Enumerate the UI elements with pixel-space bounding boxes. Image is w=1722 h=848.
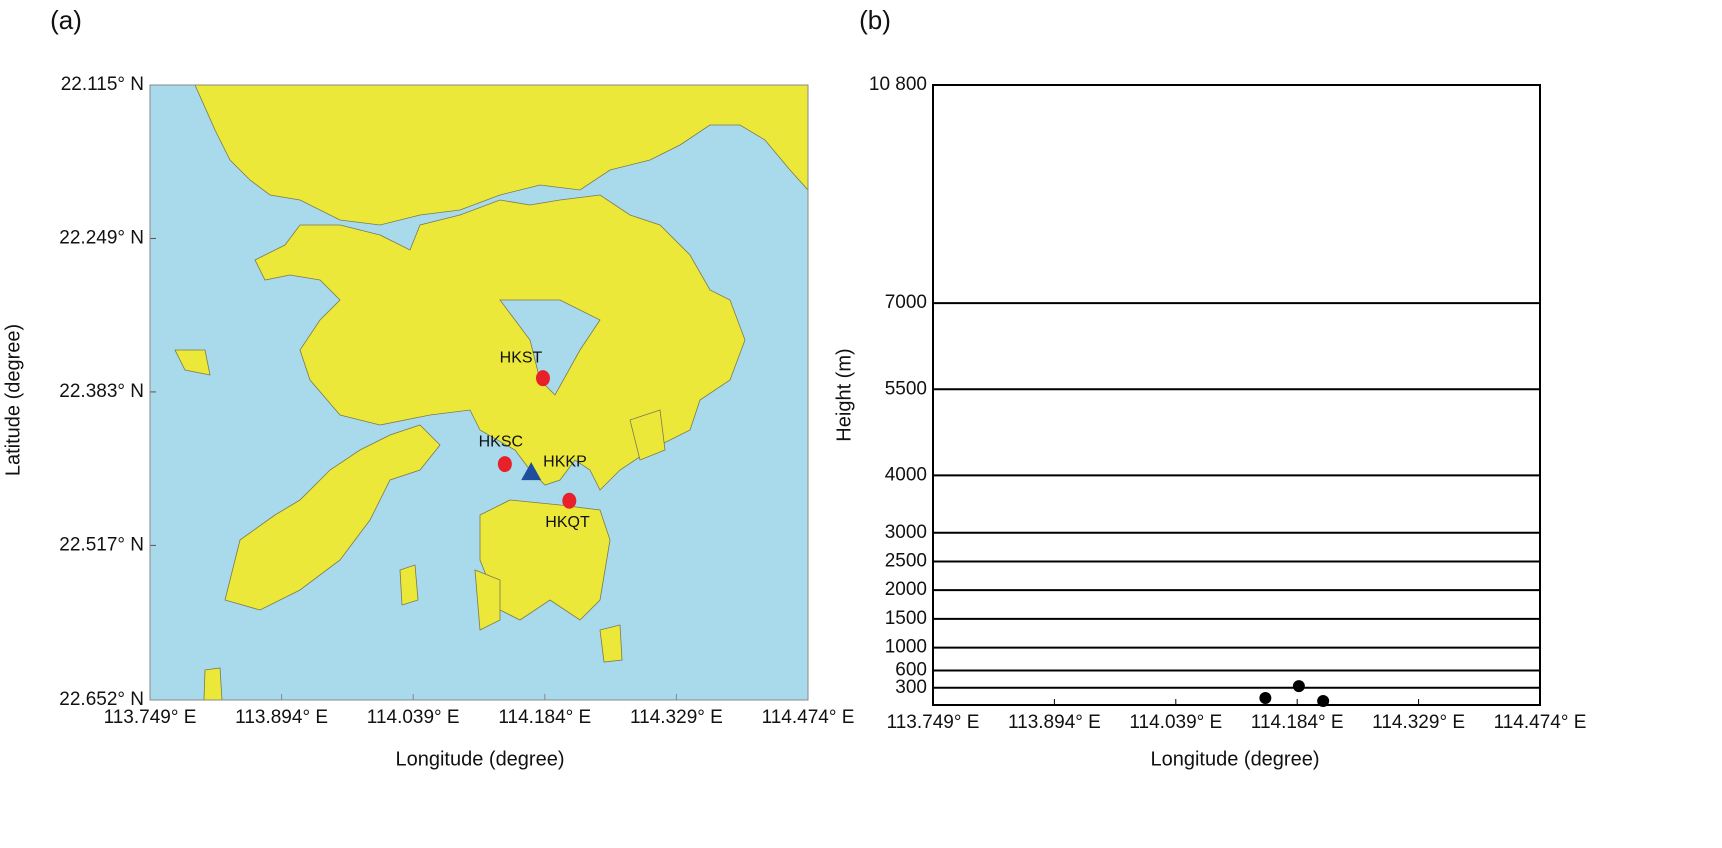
y-tick-label: 3000	[885, 522, 927, 543]
land	[203, 667, 223, 700]
point	[1259, 692, 1272, 705]
y-tick-label: 22.652° N	[59, 689, 144, 710]
y-tick-label: 7000	[885, 292, 927, 313]
y-tick-label: 22.115° N	[61, 74, 144, 95]
x-tick-label: 114.329° E	[630, 707, 723, 728]
panel-label: (b)	[859, 5, 891, 35]
y-tick-label: 2000	[885, 579, 927, 600]
land	[474, 569, 501, 631]
x-axis-label: Longitude (degree)	[1150, 748, 1319, 770]
x-tick-label: 114.184° E	[1251, 712, 1344, 733]
y-axis-label: Height (m)	[833, 348, 855, 441]
station-label: HKST	[500, 349, 543, 366]
station-marker	[497, 456, 512, 473]
panel-label: (a)	[50, 5, 82, 35]
y-tick-label: 600	[895, 660, 927, 681]
harbour	[499, 299, 601, 396]
station-label: HKQT	[545, 514, 590, 531]
y-tick-label: 300	[895, 677, 927, 698]
x-tick-label: 114.184° E	[498, 707, 591, 728]
station-label: HKKP	[543, 453, 587, 470]
y-tick-label: 1500	[885, 608, 927, 629]
x-tick-label: 114.474° E	[762, 707, 855, 728]
x-tick-label: 113.894° E	[1008, 712, 1101, 733]
x-tick-label: 114.329° E	[1372, 712, 1465, 733]
x-tick-label: 113.749° E	[887, 712, 980, 733]
x-tick-label: 113.894° E	[235, 707, 328, 728]
land	[399, 564, 419, 606]
x-axis-label: Longitude (degree)	[395, 748, 564, 770]
station-marker	[535, 370, 550, 387]
x-tick-label: 114.039° E	[367, 707, 460, 728]
y-tick-label: 4000	[885, 464, 927, 485]
point	[1317, 695, 1330, 708]
y-tick-label: 22.249° N	[59, 227, 144, 248]
y-tick-label: 10 800	[869, 74, 927, 95]
x-tick-label: 114.474° E	[1494, 712, 1587, 733]
land	[599, 624, 623, 663]
y-tick-label: 1000	[885, 637, 927, 658]
x-tick-label: 113.749° E	[104, 707, 197, 728]
land	[174, 349, 211, 376]
y-tick-label: 22.383° N	[59, 381, 144, 402]
x-tick-label: 114.039° E	[1129, 712, 1222, 733]
land	[224, 424, 441, 611]
plot-frame	[149, 84, 809, 701]
land	[629, 409, 666, 461]
land	[194, 85, 808, 226]
y-tick-label: 5500	[885, 378, 927, 399]
station-marker	[521, 462, 542, 481]
map	[150, 85, 808, 700]
y-tick-label: 22.517° N	[59, 534, 144, 555]
station-marker	[562, 492, 577, 509]
y-axis-label: Latitude (degree)	[2, 324, 24, 476]
point	[1292, 680, 1305, 693]
y-tick-label: 2500	[885, 550, 927, 571]
plot-frame	[932, 84, 1541, 706]
station-label: HKSC	[479, 433, 523, 450]
